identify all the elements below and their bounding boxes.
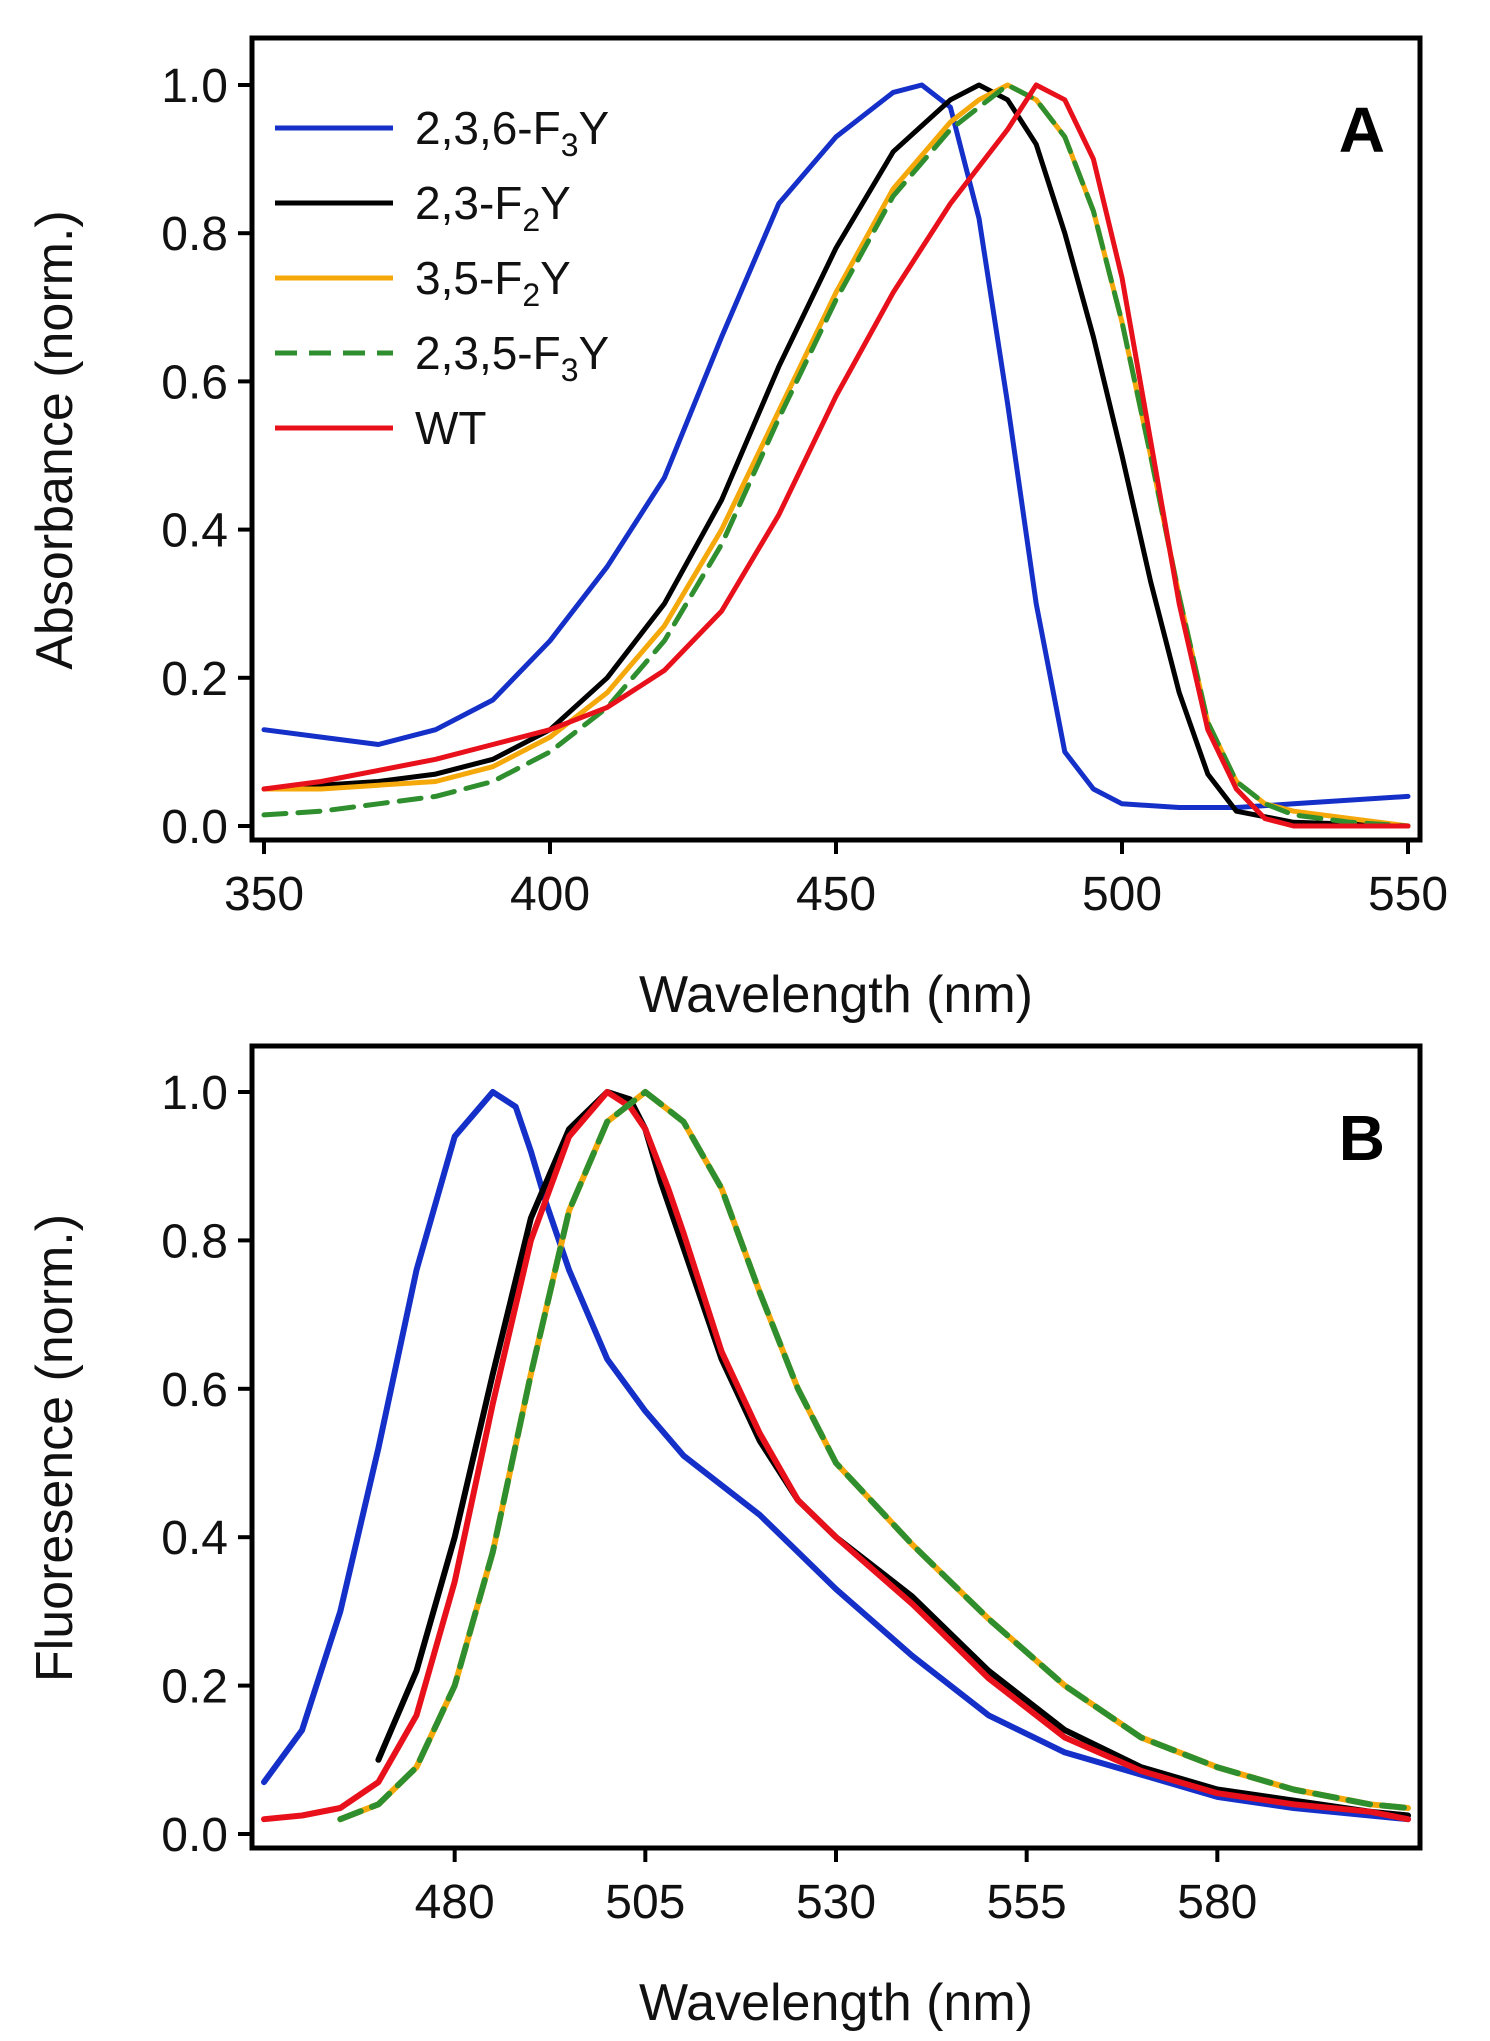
legend: 2,3,6-F3Y 2,3-F2Y 3,5-F2Y 2,3,5-F3Y WT: [275, 102, 609, 454]
legend-label-f23: 2,3-F2Y: [415, 177, 571, 238]
series-line-f235: [337, 1089, 1411, 1823]
panel-a-letter: A: [1339, 94, 1385, 166]
y-tick-label: 0.0: [161, 1809, 228, 1862]
y-tick-label: 1.0: [161, 60, 228, 113]
panel-a-absorbance: 350 400 450 500 550 0.0 0.2 0.4 0.6 0.8 1.0 A Wav…: [26, 35, 1448, 1024]
x-tick-label: 580: [1177, 1876, 1257, 1929]
x-tick-label: 530: [796, 1876, 876, 1929]
x-tick-label: 555: [987, 1876, 1067, 1929]
y-tick-label: 1.0: [161, 1067, 228, 1120]
x-tick-label: 480: [415, 1876, 495, 1929]
y-tick-label: 0.4: [161, 1512, 228, 1565]
panel-b-fluorescence: 480 505 530 555 580 0.0 0.2 0.4 0.6 0.8 1.0 B Wav…: [26, 1043, 1423, 2032]
panel-a-plot-area: [261, 82, 1411, 829]
panel-b-plot-area: [261, 1089, 1411, 1823]
y-tick-label: 0.0: [161, 801, 228, 854]
legend-item-f23: 2,3-F2Y: [275, 177, 571, 238]
y-tick-label: 0.6: [161, 356, 228, 409]
legend-item-f235: 2,3,5-F3Y: [275, 327, 609, 388]
x-tick-label: 350: [224, 868, 304, 921]
panel-b-y-ticks: 0.0 0.2 0.4 0.6 0.8 1.0: [161, 1067, 252, 1862]
panel-a-y-axis-title: Absorbance (norm.): [26, 210, 84, 670]
legend-item-f35: 3,5-F2Y: [275, 252, 571, 313]
legend-label-wt: WT: [415, 402, 487, 454]
series-line-f23: [261, 82, 1411, 829]
panel-b-x-ticks: 480 505 530 555 580: [415, 1848, 1257, 1929]
legend-label-f235: 2,3,5-F3Y: [415, 327, 609, 388]
x-tick-label: 400: [510, 868, 590, 921]
y-tick-label: 0.8: [161, 1215, 228, 1268]
series-line-f23: [375, 1089, 1411, 1819]
panel-b-frame: [249, 1043, 1423, 1851]
series-line-f35: [337, 1089, 1411, 1823]
panel-b-letter: B: [1339, 1102, 1385, 1174]
y-tick-label: 0.8: [161, 208, 228, 261]
y-tick-label: 0.6: [161, 1364, 228, 1417]
series-line-f235: [261, 82, 1411, 829]
panel-a-x-axis-title: Wavelength (nm): [639, 966, 1033, 1024]
series-line-wt: [261, 1089, 1411, 1823]
panel-b-x-axis-title: Wavelength (nm): [639, 1974, 1033, 2032]
panel-a-y-ticks: 0.0 0.2 0.4 0.6 0.8 1.0: [161, 60, 252, 854]
panel-b-y-axis-title: Fluoresence (norm.): [26, 1214, 84, 1682]
legend-label-f35: 3,5-F2Y: [415, 252, 571, 313]
x-tick-label: 450: [796, 868, 876, 921]
x-tick-label: 550: [1368, 868, 1448, 921]
series-line-f236: [261, 1089, 1411, 1823]
x-tick-label: 505: [605, 1876, 685, 1929]
series-line-f236: [261, 82, 1411, 810]
y-tick-label: 0.2: [161, 653, 228, 706]
y-tick-label: 0.4: [161, 505, 228, 558]
legend-item-wt: WT: [275, 402, 487, 454]
x-tick-label: 500: [1082, 868, 1162, 921]
panel-a-x-ticks: 350 400 450 500 550: [224, 840, 1448, 921]
legend-item-f236: 2,3,6-F3Y: [275, 102, 609, 163]
y-tick-label: 0.2: [161, 1661, 228, 1714]
series-line-wt: [261, 82, 1411, 829]
legend-label-f236: 2,3,6-F3Y: [415, 102, 609, 163]
